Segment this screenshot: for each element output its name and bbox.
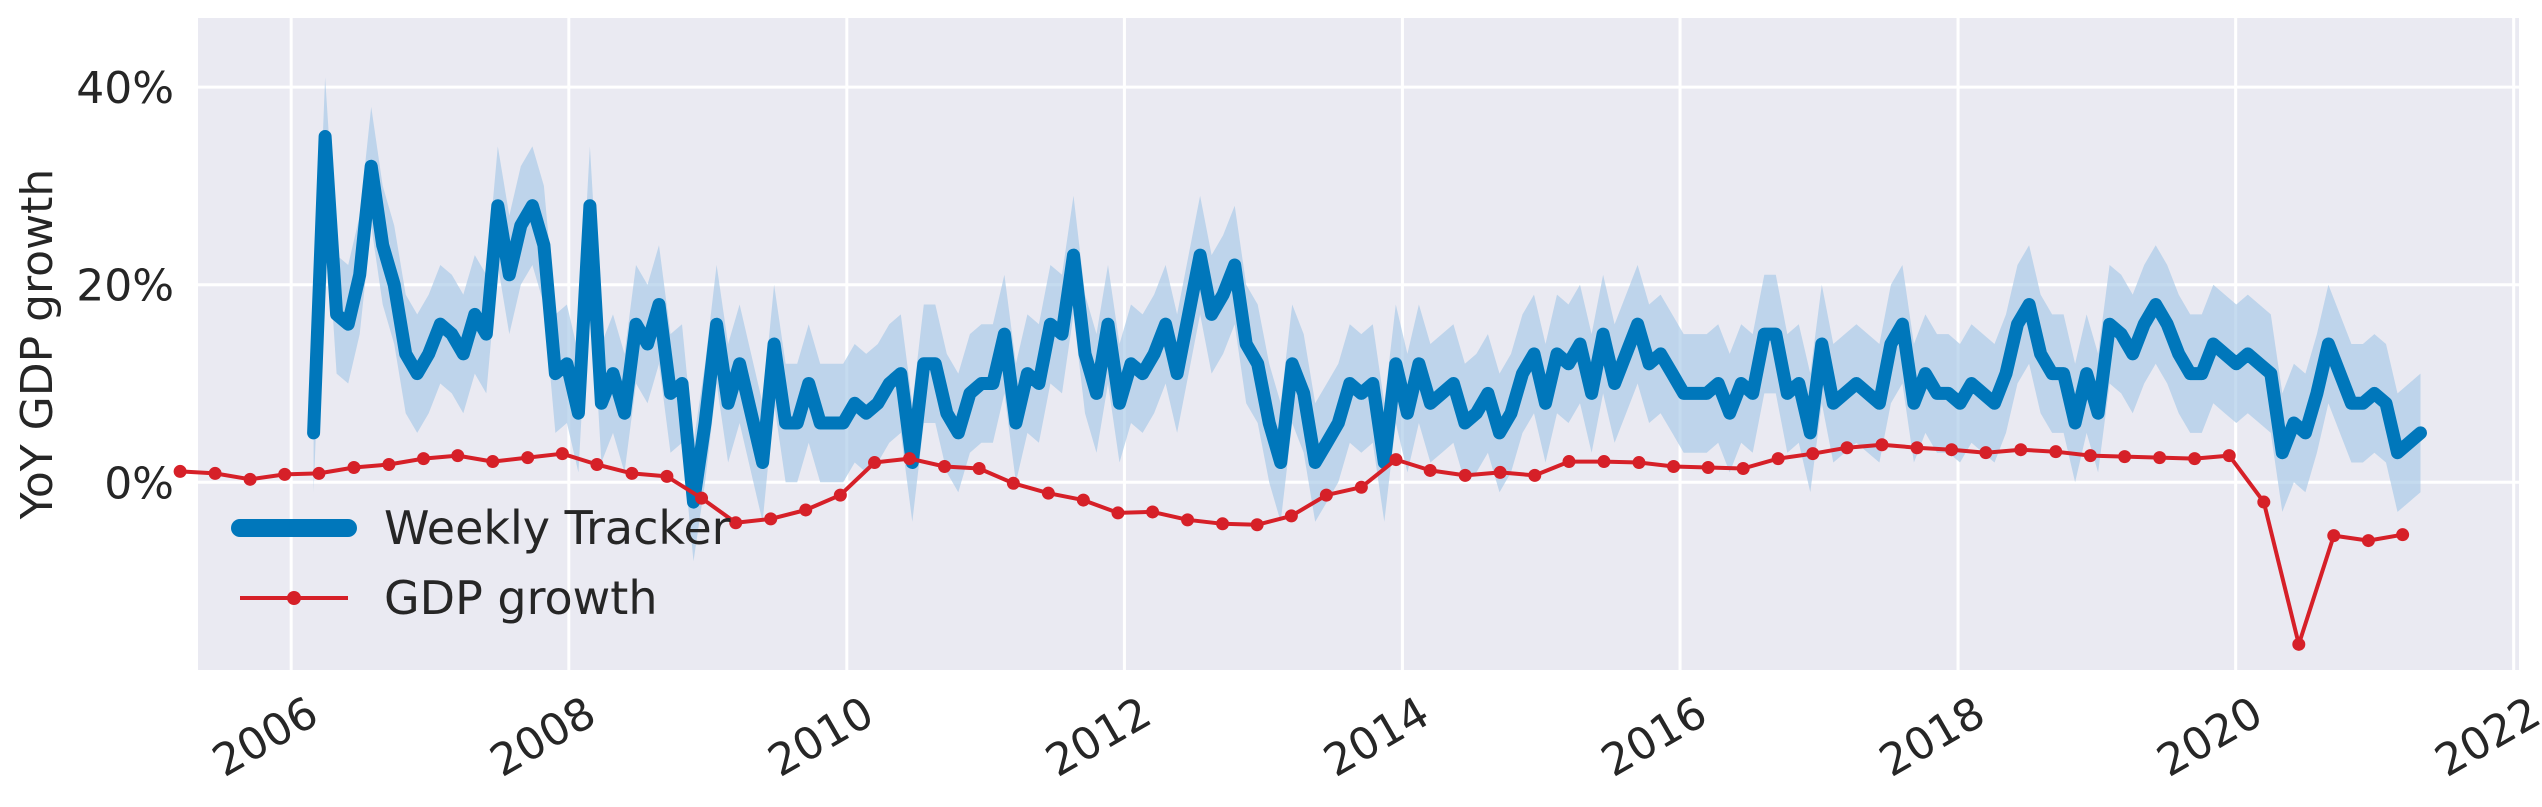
gdp-point: [1528, 468, 1542, 482]
gdp-point: [2396, 528, 2410, 542]
gdp-point: [764, 512, 778, 526]
gdp-point: [799, 503, 813, 517]
tracker-confidence-band: [313, 77, 2421, 562]
x-tick-label: 2018: [1871, 687, 1993, 787]
gdp-point: [2014, 443, 2028, 457]
gdp-point: [1597, 455, 1611, 469]
gdp-point: [729, 516, 743, 530]
gdp-point: [486, 455, 500, 469]
gdp-point: [2222, 449, 2236, 463]
legend-marker-gdp: [287, 591, 301, 605]
y-tick-label: 20%: [76, 261, 174, 312]
gdp-point: [1006, 476, 1020, 490]
gdp-point: [903, 452, 917, 466]
gdp-point: [1146, 505, 1160, 519]
x-tick-label: 2008: [482, 687, 604, 787]
gdp-point: [1041, 486, 1055, 500]
gdp-point: [1216, 517, 1230, 531]
gdp-point: [1111, 506, 1125, 520]
gdp-point: [1181, 513, 1195, 527]
gdp-point: [938, 459, 952, 473]
tracker-series: [307, 130, 2427, 509]
legend-label-gdp: GDP growth: [384, 571, 657, 625]
gdp-point: [660, 469, 674, 483]
x-tick-label: 2012: [1037, 687, 1159, 787]
legend: Weekly Tracker GDP growth: [231, 501, 731, 625]
gdp-point: [173, 464, 187, 478]
gdp-point: [312, 466, 326, 480]
gdp-point: [1250, 518, 1264, 532]
gdp-point: [2361, 534, 2375, 548]
gdp-point: [2083, 449, 2097, 463]
gdp-point: [972, 461, 986, 475]
y-axis-label: YoY GDP growth: [12, 169, 63, 520]
gdp-point: [1458, 468, 1472, 482]
gdp-point: [278, 467, 292, 481]
tracker-band: [313, 77, 2421, 562]
gdp-point: [382, 458, 396, 472]
gdp-point: [1701, 460, 1715, 474]
y-tick-label: 40%: [76, 63, 174, 114]
gdp-point: [347, 460, 361, 474]
gdp-point: [868, 456, 882, 470]
gdp-point: [417, 452, 431, 466]
x-tick-labels: 2006 2008 2010 2012 2014 2016 2018 2020 2022: [204, 687, 2542, 787]
gdp-point: [1632, 456, 1646, 470]
gdp-point: [1910, 441, 1924, 455]
gdp-point: [2118, 450, 2132, 464]
gdp-point: [1736, 461, 1750, 475]
gdp-point: [2188, 452, 2202, 466]
legend-label-tracker: Weekly Tracker: [384, 501, 731, 555]
gdp-point: [2292, 637, 2306, 651]
gdp-point: [1875, 438, 1889, 452]
gdp-point: [833, 488, 847, 502]
x-tick-label: 2014: [1315, 687, 1437, 787]
gdp-point: [2327, 529, 2341, 543]
y-tick-labels: 0% 20% 40%: [76, 63, 174, 509]
x-tick-label: 2022: [2427, 687, 2542, 787]
gdp-point: [1493, 465, 1507, 479]
gdp-point: [1389, 453, 1403, 467]
gdp-point: [1284, 509, 1298, 523]
tracker-line: [307, 130, 2427, 509]
gdp-point: [1423, 463, 1437, 477]
gdp-series: [173, 438, 2410, 651]
y-tick-label: 0%: [104, 458, 174, 509]
gdp-point: [1354, 480, 1368, 494]
x-tick-label: 2010: [760, 687, 882, 787]
gdp-point: [1076, 493, 1090, 507]
gdp-point: [208, 466, 222, 480]
gdp-point: [1945, 443, 1959, 457]
gdp-point: [1979, 446, 1993, 460]
gdp-point: [2153, 451, 2167, 465]
x-tick-label: 2006: [204, 687, 326, 787]
x-tick-label: 2016: [1593, 687, 1715, 787]
gdp-point: [590, 458, 604, 472]
gdp-point: [625, 466, 639, 480]
gdp-point: [1319, 488, 1333, 502]
gdp-point: [695, 491, 709, 505]
gdp-point: [1771, 452, 1785, 466]
gdp-point: [243, 472, 257, 486]
gdp-point: [2049, 445, 2063, 459]
gdp-point: [1562, 455, 1576, 469]
x-tick-label: 2020: [2149, 687, 2271, 787]
gdp-point: [1806, 447, 1820, 461]
gdp-point: [2257, 495, 2271, 509]
gdp-point: [1840, 441, 1854, 455]
gdp-point: [451, 449, 465, 463]
gdp-point: [1667, 459, 1681, 473]
gdp-point: [521, 451, 535, 465]
gdp-point: [555, 447, 569, 461]
